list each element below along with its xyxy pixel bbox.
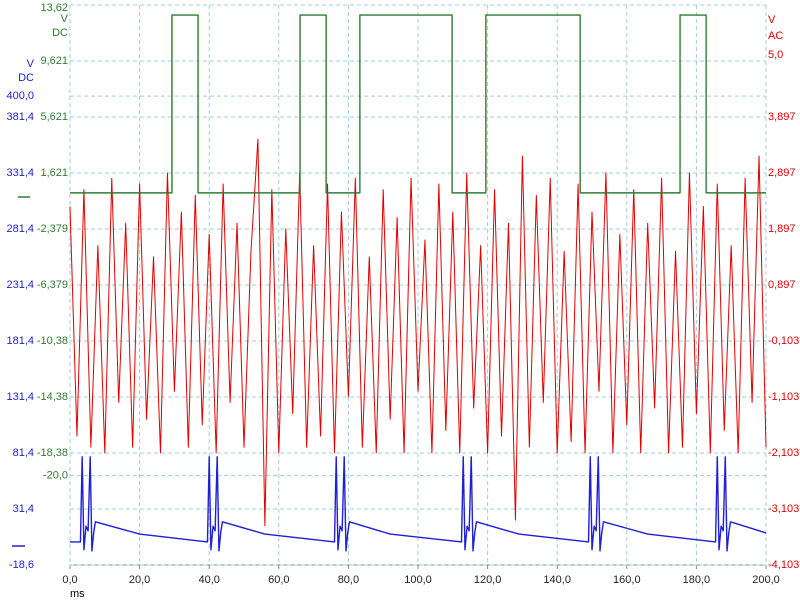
axis-unit-label: V [61,13,69,25]
y-tick-label: -10,38 [37,335,68,347]
y-tick-label: 331,4 [6,167,34,179]
y-tick-label: -6,379 [37,279,68,291]
y-tick-label: -18,38 [37,447,68,459]
y-tick-label: 13,62 [40,2,68,14]
x-tick-label: 120,0 [474,574,502,586]
signal-trace [69,138,767,527]
y-tick-label: -2,103 [768,447,799,459]
y-tick-label: 9,621 [40,55,68,67]
signal-trace [70,14,766,194]
y-tick-label: -2,379 [37,223,68,235]
axis-unit-label: AC [768,30,783,42]
x-tick-label: 60,0 [268,574,289,586]
x-tick-label: 20,0 [129,574,150,586]
axis-unit-label: V [27,58,35,70]
x-tick-label: 80,0 [338,574,359,586]
y-tick-label: 1,621 [40,167,68,179]
y-tick-label: 181,4 [6,335,34,347]
x-tick-label: 0,0 [62,574,77,586]
axis-unit-label: DC [18,72,34,84]
x-axis-label: ms [70,588,85,600]
y-tick-label: -20,0 [43,470,68,482]
y-tick-label: -1,103 [768,391,799,403]
x-tick-label: 140,0 [543,574,571,586]
y-tick-label: 31,4 [13,503,34,515]
x-tick-label: 100,0 [404,574,432,586]
x-tick-label: 180,0 [683,574,711,586]
y-tick-label: 400,0 [6,90,34,102]
y-tick-label: 5,0 [768,49,783,61]
y-tick-label: 3,897 [768,111,796,123]
y-tick-label: -3,103 [768,503,799,515]
axis-unit-label: V [768,14,776,26]
x-tick-label: 200,0 [752,574,780,586]
y-tick-label: 231,4 [6,279,34,291]
y-tick-label: 2,897 [768,167,796,179]
y-tick-label: -4,103 [768,559,799,571]
y-tick-label: 281,4 [6,223,34,235]
y-tick-label: 131,4 [6,391,34,403]
y-tick-label: 381,4 [6,111,34,123]
y-tick-label: -14,38 [37,391,68,403]
x-tick-label: 160,0 [613,574,641,586]
x-tick-label: 40,0 [198,574,219,586]
y-tick-label: 81,4 [13,447,34,459]
y-tick-label: 1,897 [768,223,796,235]
y-tick-label: -0,103 [768,335,799,347]
y-tick-label: 0,897 [768,279,796,291]
y-tick-label: -18,6 [9,559,34,571]
axis-unit-label: DC [52,27,68,39]
signal-trace [70,456,767,552]
y-tick-label: 5,621 [40,111,68,123]
